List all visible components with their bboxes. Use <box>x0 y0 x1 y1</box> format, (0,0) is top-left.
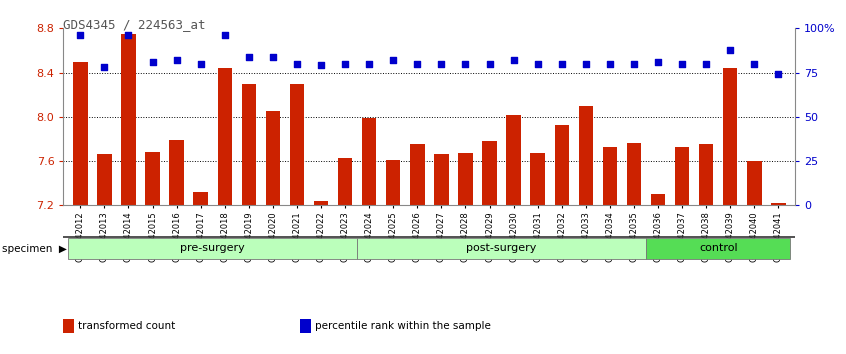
Text: percentile rank within the sample: percentile rank within the sample <box>315 321 491 331</box>
Point <box>146 59 159 65</box>
Bar <box>386 160 400 354</box>
Bar <box>507 115 521 354</box>
Bar <box>410 144 425 354</box>
Point <box>700 61 713 67</box>
Bar <box>579 106 593 354</box>
Bar <box>357 238 646 259</box>
Point <box>410 61 424 67</box>
Bar <box>699 144 713 354</box>
Bar <box>554 125 569 354</box>
Bar <box>627 143 641 354</box>
Bar <box>459 153 473 354</box>
Bar <box>434 154 448 354</box>
Bar <box>651 194 665 354</box>
Bar <box>289 84 305 354</box>
Point <box>218 33 232 38</box>
Bar <box>194 192 208 354</box>
Text: specimen  ▶: specimen ▶ <box>2 244 67 254</box>
Bar <box>675 147 689 354</box>
Bar <box>217 68 232 354</box>
Point <box>242 54 255 59</box>
Point <box>170 57 184 63</box>
Bar <box>602 147 617 354</box>
Bar <box>146 152 160 354</box>
Bar <box>121 34 135 354</box>
Point <box>97 64 111 70</box>
Bar <box>482 141 497 354</box>
Point <box>338 61 352 67</box>
Bar <box>646 238 790 259</box>
Point <box>603 61 617 67</box>
Point <box>531 61 545 67</box>
Bar <box>723 68 738 354</box>
Point <box>194 61 207 67</box>
Point <box>748 61 761 67</box>
Bar <box>362 118 376 354</box>
Point <box>579 61 592 67</box>
Point <box>507 57 520 63</box>
Bar <box>69 238 357 259</box>
Point <box>387 57 400 63</box>
Point <box>122 33 135 38</box>
Point <box>459 61 472 67</box>
Bar <box>314 201 328 354</box>
Point <box>555 61 569 67</box>
Bar <box>530 153 545 354</box>
Point <box>290 61 304 67</box>
Text: transformed count: transformed count <box>78 321 175 331</box>
Text: control: control <box>699 243 738 253</box>
Bar <box>242 84 256 354</box>
Bar <box>73 62 87 354</box>
Point <box>675 61 689 67</box>
Point <box>772 72 785 77</box>
Text: post-surgery: post-surgery <box>466 243 536 253</box>
Bar <box>338 158 352 354</box>
Bar <box>772 203 786 354</box>
Point <box>74 33 87 38</box>
Bar <box>747 161 761 354</box>
Point <box>266 54 280 59</box>
Text: pre-surgery: pre-surgery <box>180 243 245 253</box>
Point <box>627 61 640 67</box>
Bar <box>266 111 280 354</box>
Point <box>362 61 376 67</box>
Point <box>723 47 737 52</box>
Bar <box>97 154 112 354</box>
Point <box>651 59 665 65</box>
Point <box>483 61 497 67</box>
Text: GDS4345 / 224563_at: GDS4345 / 224563_at <box>63 18 206 31</box>
Point <box>314 63 327 68</box>
Point <box>435 61 448 67</box>
Bar <box>169 140 184 354</box>
